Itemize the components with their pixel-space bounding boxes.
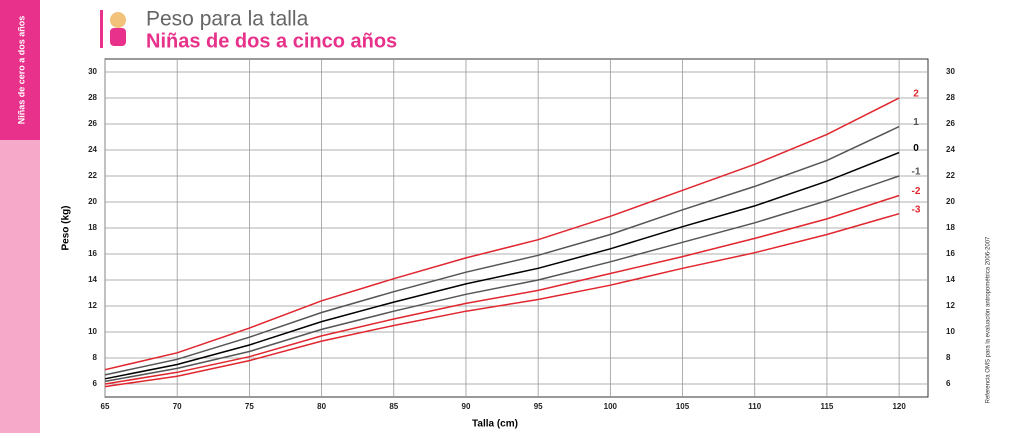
y-tick-label-right: 8 [946,353,951,362]
series-label: -1 [912,167,921,178]
logo [100,10,126,48]
chart-subtitle: Niñas de dos a cinco años [146,30,397,52]
x-tick-label: 120 [892,402,906,411]
x-tick-label: 95 [534,402,543,411]
y-tick-label: 26 [88,119,97,128]
x-tick-label: 100 [604,402,618,411]
x-tick-label: 115 [820,402,833,411]
y-tick-label: 12 [88,301,97,310]
y-tick-label-right: 16 [946,249,955,258]
y-tick-label: 16 [88,249,97,258]
x-tick-label: 105 [676,402,690,411]
y-tick-label-right: 28 [946,93,955,102]
x-axis-label: Talla (cm) [472,419,518,430]
series-label: 2 [913,89,919,100]
y-tick-label-right: 10 [946,327,955,336]
y-tick-label: 20 [88,197,97,206]
x-tick-label: 85 [389,402,398,411]
y-tick-label: 24 [88,145,97,154]
y-axis-label: Peso (kg) [61,205,72,250]
footnote: Referencia OMS para la evaluación antrop… [986,236,992,403]
y-tick-label-right: 26 [946,119,955,128]
sidebar-top [0,0,40,140]
series-line [104,194,900,385]
x-tick-label: 90 [462,402,471,411]
y-tick-label-right: 30 [946,67,955,76]
y-tick-label-right: 6 [946,379,951,388]
y-tick-label-right: 18 [946,223,955,232]
x-tick-label: 70 [173,402,182,411]
series-label: -3 [912,204,921,215]
series-label: 0 [913,143,919,154]
y-tick-label: 14 [88,275,97,284]
sidebar-label: Niñas de cero a dos años [16,16,26,125]
y-tick-label-right: 14 [946,275,955,284]
y-tick-label: 30 [88,67,97,76]
y-tick-label: 10 [88,327,97,336]
x-tick-label: 80 [317,402,326,411]
series-line [104,212,900,388]
y-tick-label: 18 [88,223,97,232]
chart-title: Peso para la talla [146,8,309,31]
x-tick-label: 110 [748,402,761,411]
y-tick-label-right: 12 [946,301,955,310]
y-tick-label-right: 24 [946,145,955,154]
x-tick-label: 65 [101,402,110,411]
y-tick-label-right: 20 [946,197,955,206]
series-line [104,125,900,376]
series-label: -2 [912,186,921,197]
y-tick-label-right: 22 [946,171,955,180]
y-tick-label: 6 [93,379,98,388]
series-line [104,175,900,383]
y-tick-label: 8 [93,353,98,362]
series-label: 1 [913,117,919,128]
x-tick-label: 75 [245,402,254,411]
series-line [104,97,900,371]
y-tick-label: 28 [88,93,97,102]
series-line [104,151,900,380]
y-tick-label: 22 [88,171,97,180]
